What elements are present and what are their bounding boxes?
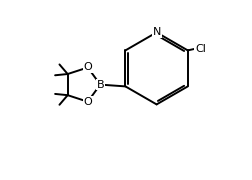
Text: O: O — [83, 97, 92, 107]
Text: B: B — [97, 80, 104, 90]
Text: Cl: Cl — [195, 44, 206, 54]
Text: O: O — [83, 62, 92, 73]
Text: N: N — [152, 27, 161, 37]
